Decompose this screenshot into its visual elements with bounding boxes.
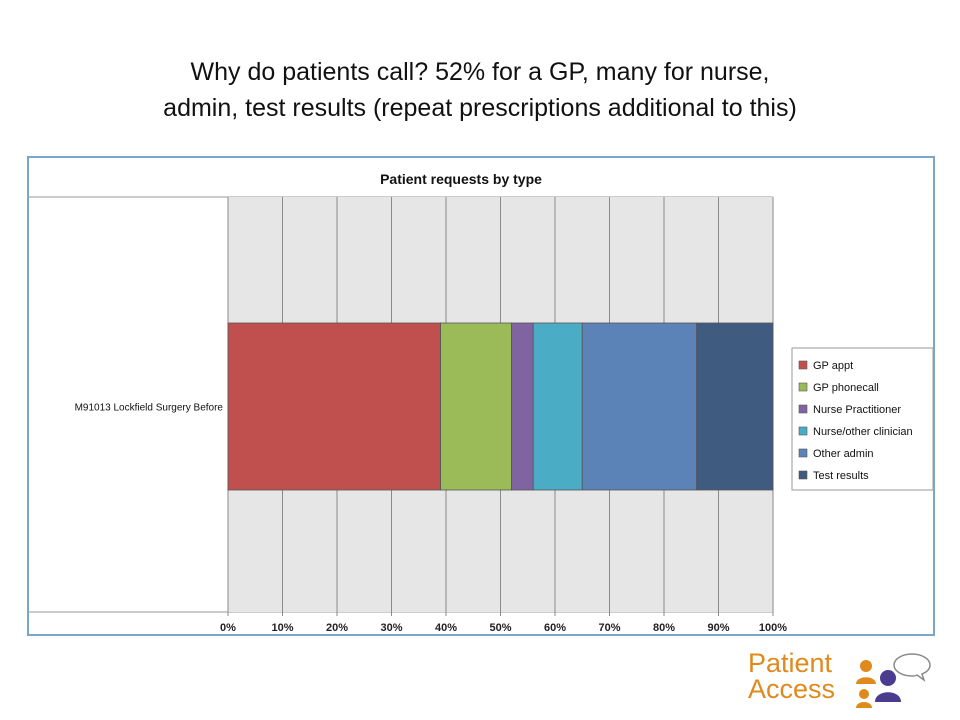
bar-segment xyxy=(227,322,441,491)
patient-access-logo-icon xyxy=(856,653,931,708)
brand-wordmark: Patient Access xyxy=(748,648,836,704)
stacked-bar-chart: Patient requests by type 0% 10% 20% 30% 40% 50… xyxy=(29,171,933,634)
brand-line-1: Patient xyxy=(748,648,833,678)
x-tick-label: 20% xyxy=(326,622,348,634)
legend-swatch xyxy=(798,470,808,480)
chart-frame: Patient requests by type 0% 10% 20% 30% 40% 50… xyxy=(27,156,935,636)
x-tick-label: 10% xyxy=(271,622,293,634)
legend-swatch xyxy=(798,426,808,436)
bar-segment xyxy=(440,322,512,491)
x-tick-label: 50% xyxy=(489,622,511,634)
legend-swatch xyxy=(798,360,808,370)
bar-segment xyxy=(696,322,774,491)
x-tick-label: 0% xyxy=(220,622,236,634)
x-tick-label: 90% xyxy=(707,622,729,634)
brand-line-2: Access xyxy=(748,674,836,704)
slide-title-line-2: admin, test results (repeat prescription… xyxy=(163,94,797,122)
category-label: M91013 Lockfield Surgery Before xyxy=(75,403,224,414)
patient-access-brand: Patient Access xyxy=(748,650,948,712)
bar-segment xyxy=(510,322,534,491)
x-tick-label: 60% xyxy=(544,622,566,634)
legend-label: Test results xyxy=(813,470,869,482)
x-tick-label: 30% xyxy=(380,622,402,634)
legend-label: GP appt xyxy=(813,360,853,372)
legend-swatch xyxy=(798,382,808,392)
chart-title: Patient requests by type xyxy=(380,171,542,187)
slide-title: Why do patients call? 52% for a GP, many… xyxy=(40,54,920,126)
x-tick-label: 70% xyxy=(598,622,620,634)
legend-label: Nurse Practitioner xyxy=(813,404,901,416)
legend-label: Nurse/other clinician xyxy=(813,426,913,438)
x-tick-label: 40% xyxy=(435,622,457,634)
bar-segment xyxy=(532,322,583,491)
x-tick-label: 100% xyxy=(759,622,787,634)
legend-swatch xyxy=(798,404,808,414)
bar-segment xyxy=(581,322,698,491)
x-tick-label: 80% xyxy=(653,622,675,634)
slide-title-line-1: Why do patients call? 52% for a GP, many… xyxy=(190,58,770,86)
legend-box xyxy=(791,347,933,491)
legend-label: GP phonecall xyxy=(813,382,879,394)
legend-swatch xyxy=(798,448,808,458)
legend-label: Other admin xyxy=(813,448,874,460)
